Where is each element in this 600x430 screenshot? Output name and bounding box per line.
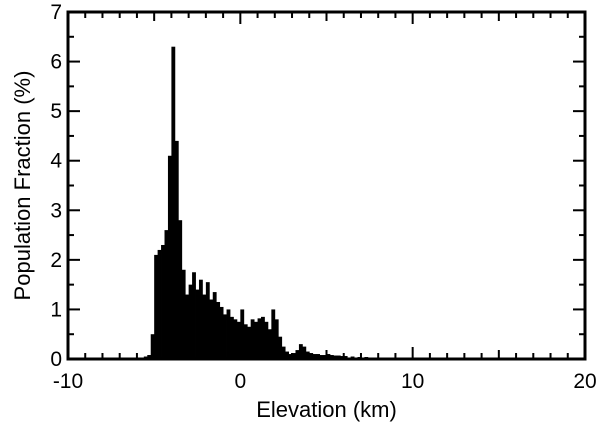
histogram-bar <box>267 329 272 359</box>
ticks-layer <box>67 11 586 360</box>
histogram-bar <box>329 355 334 359</box>
histogram-bar <box>181 269 186 359</box>
x-tick-label: 20 <box>573 370 596 393</box>
histogram-bar <box>174 140 179 359</box>
histogram-bar <box>271 309 276 359</box>
histogram-bar <box>264 321 269 359</box>
histogram-bar <box>164 230 169 359</box>
histogram-bar <box>209 299 214 359</box>
y-tick-label: 1 <box>50 298 62 321</box>
histogram-bar <box>240 309 245 359</box>
histogram-bar <box>254 321 258 359</box>
histogram-bar <box>305 351 310 359</box>
histogram-bar <box>336 355 341 359</box>
histogram-bar <box>295 350 300 359</box>
histogram-bar <box>247 326 252 359</box>
y-tick-label: 6 <box>50 51 62 74</box>
histogram-bar <box>202 294 207 359</box>
histogram-bar <box>157 249 162 359</box>
y-tick-label: 0 <box>50 348 62 371</box>
histogram-bar <box>147 355 152 359</box>
histogram-bar <box>309 353 314 359</box>
histogram-bar <box>161 244 165 359</box>
histogram-bar <box>316 354 321 359</box>
histogram-bar <box>216 301 221 359</box>
y-axis-label: Population Fraction (%) <box>10 71 35 301</box>
histogram-bar <box>150 334 155 359</box>
histogram-bar <box>288 354 293 359</box>
plot-frame <box>66 10 587 361</box>
histogram-bar <box>171 46 176 359</box>
histogram-bar <box>278 336 283 359</box>
histogram-bar <box>192 272 196 359</box>
histogram-bar <box>319 355 324 359</box>
histogram-bar <box>223 314 227 359</box>
histogram-bar <box>250 319 255 359</box>
histogram-bar <box>292 353 296 359</box>
histogram-bar <box>257 318 262 359</box>
histogram-bar <box>205 282 210 359</box>
histogram-bar <box>274 319 279 359</box>
histogram-bar <box>236 321 241 359</box>
histogram-bar <box>188 284 193 359</box>
histogram-bar <box>281 346 286 359</box>
y-tick-label: 3 <box>50 199 62 222</box>
histogram-bar <box>323 355 327 359</box>
x-tick-label: -10 <box>53 370 83 393</box>
histogram-bar <box>333 355 338 359</box>
histogram-bar <box>312 354 317 359</box>
histogram-bar <box>226 309 231 359</box>
histogram-bar <box>198 279 203 359</box>
x-tick-label: 10 <box>401 370 424 393</box>
x-axis-label: Elevation (km) <box>256 397 397 422</box>
histogram-bar <box>285 351 289 359</box>
bars-layer <box>136 46 503 360</box>
x-tick-label: 0 <box>234 370 246 393</box>
histogram-bar <box>195 289 200 359</box>
histogram-bar <box>326 354 331 359</box>
histogram-bar <box>154 254 159 359</box>
histogram-bar <box>178 220 183 359</box>
histogram-bar <box>229 316 234 359</box>
y-tick-label: 5 <box>50 100 62 123</box>
histogram-bar <box>185 294 190 359</box>
histogram-bar <box>302 346 307 359</box>
histogram-bar <box>243 324 248 359</box>
histogram-bar <box>212 292 217 359</box>
y-tick-label: 7 <box>50 1 62 24</box>
histogram-bar <box>219 306 224 359</box>
histogram-bar <box>233 319 238 359</box>
y-tick-label: 4 <box>50 150 62 173</box>
histogram-bar <box>298 344 303 359</box>
histogram-bar <box>261 316 265 359</box>
y-tick-label: 2 <box>50 249 62 272</box>
histogram-bar <box>167 155 172 359</box>
